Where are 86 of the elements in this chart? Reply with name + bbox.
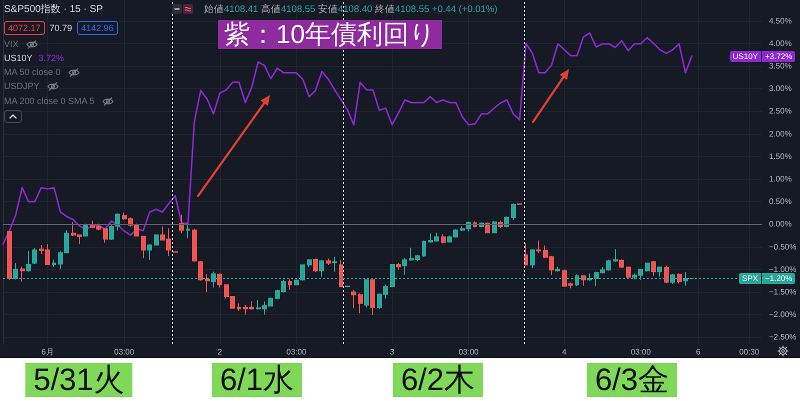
candlestick xyxy=(237,302,241,312)
annotation: US10Y +3.72% xyxy=(732,50,794,62)
candlestick xyxy=(351,289,356,309)
text: 紫：10年債利回り xyxy=(218,19,442,49)
x-tick-label: 4 xyxy=(562,348,568,356)
y-tick-label: 4.50% xyxy=(769,16,792,26)
candlestick xyxy=(664,265,669,284)
candlestick xyxy=(402,258,407,276)
x-tick-label: 03:00 xyxy=(458,348,480,356)
candlestick xyxy=(581,274,586,286)
candlestick xyxy=(613,248,618,262)
candlestick xyxy=(626,266,631,279)
y-tick-label: 0.50% xyxy=(769,197,792,206)
candlestick xyxy=(83,223,88,237)
annotation: 4072.17 xyxy=(4,20,45,34)
y-tick-label: −1.00% xyxy=(769,264,796,274)
candlestick xyxy=(103,228,108,244)
candlestick xyxy=(205,273,210,293)
candlestick xyxy=(619,258,624,269)
y-tick-label: 3.50% xyxy=(769,61,792,70)
candlestick xyxy=(141,235,146,259)
candlestick xyxy=(370,278,375,316)
candlestick xyxy=(677,272,682,284)
candlestick xyxy=(7,230,12,280)
y-tick-label: 2.00% xyxy=(769,129,792,138)
candlestick xyxy=(147,244,152,260)
text: 6/1水 xyxy=(212,362,302,397)
y-tick-label: −2.50% xyxy=(769,332,796,342)
annotation: 3.72% xyxy=(38,53,64,63)
y-tick-label: 1.50% xyxy=(769,152,792,161)
x-tick-label: 3 xyxy=(390,348,395,356)
candlestick xyxy=(511,202,516,220)
candlestick xyxy=(20,266,25,282)
y-tick-label: 2.50% xyxy=(769,106,792,116)
candlestick xyxy=(492,220,497,234)
text: 始値4108.41 高値4108.55 安値4108.40 終値4108.55 +0.44 (+0.01%) xyxy=(204,4,498,15)
x-tick-label: 2 xyxy=(218,348,223,356)
x-tick-label: 6 xyxy=(696,348,701,356)
candlestick xyxy=(52,258,56,268)
y-tick-label: 3.00% xyxy=(769,84,792,94)
annotation: VIX xyxy=(4,39,19,49)
candlestick xyxy=(555,266,560,272)
y-tick-label: −1.50% xyxy=(769,288,796,297)
y-tick-label: −0.50% xyxy=(769,242,796,252)
candlestick xyxy=(524,242,528,266)
candlestick xyxy=(313,258,318,273)
candlestick xyxy=(326,258,331,266)
candlestick xyxy=(332,256,337,272)
candlestick xyxy=(396,262,401,270)
candlestick xyxy=(645,262,650,272)
candlestick xyxy=(422,240,426,258)
candlestick xyxy=(441,234,446,244)
annotation: US10Y xyxy=(4,53,33,63)
annotation: MA 200 close 0 SMA 5 xyxy=(4,96,95,106)
text: 6/3金 xyxy=(586,362,678,397)
candlestick xyxy=(358,292,363,314)
candlestick xyxy=(26,250,31,272)
annotation: 70.79 xyxy=(50,22,72,32)
candlestick xyxy=(307,258,312,268)
candlestick xyxy=(319,259,324,278)
x-tick-label: 03:00 xyxy=(114,348,135,356)
x-tick-label: 03:00 xyxy=(630,348,652,356)
y-tick-label: 0.00% xyxy=(769,220,792,229)
x-tick-label: 00:30 xyxy=(739,348,760,356)
ref-line-label: SPX −1.20% xyxy=(740,272,794,284)
text: 6/2木 xyxy=(392,362,484,397)
candlestick xyxy=(154,234,159,246)
x-tick-label: 03:00 xyxy=(286,348,307,356)
candlestick xyxy=(339,259,343,288)
candlestick xyxy=(288,278,292,290)
candlestick xyxy=(217,272,222,288)
candlestick xyxy=(651,260,656,276)
x-tick-label: 6月 xyxy=(41,348,54,356)
annotation: USDJPY xyxy=(4,81,40,91)
candlestick xyxy=(536,240,541,254)
candlestick xyxy=(345,285,350,288)
annotation: S&P500指数 · 15 · SP xyxy=(4,2,103,16)
candlestick xyxy=(186,222,190,239)
candlestick xyxy=(530,248,535,269)
y-tick-label: 4.00% xyxy=(769,38,792,48)
y-tick-label: 1.00% xyxy=(769,174,792,184)
candlestick xyxy=(32,248,37,264)
annotation: MA 50 close 0 xyxy=(4,67,61,77)
annotation: 4142.96 xyxy=(77,20,118,34)
y-tick-label: −2.00% xyxy=(769,310,796,320)
text: 5/31火 xyxy=(25,362,133,397)
